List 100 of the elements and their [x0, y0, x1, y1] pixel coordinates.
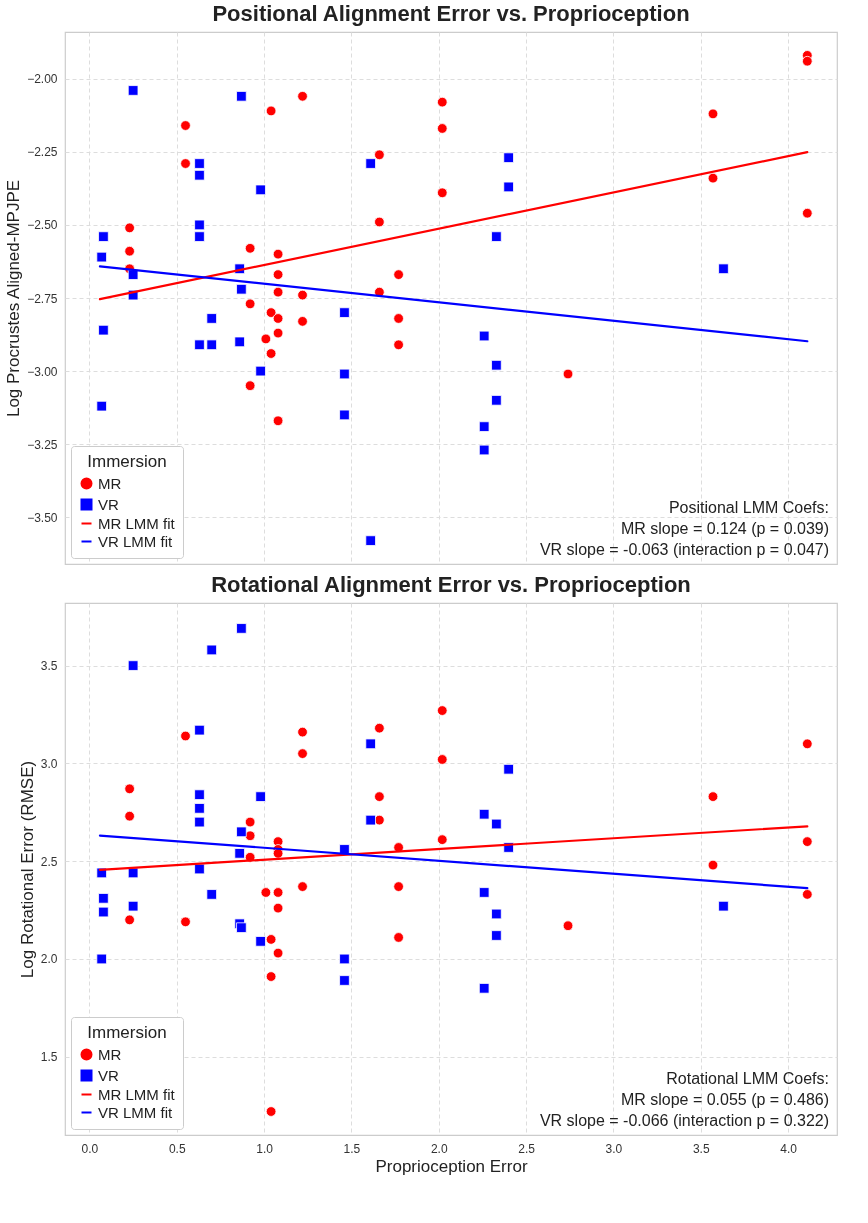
point — [491, 908, 502, 920]
point — [503, 181, 514, 193]
point — [374, 149, 385, 161]
point — [503, 763, 514, 775]
point — [98, 893, 109, 904]
point — [194, 169, 205, 181]
point — [206, 313, 217, 324]
point — [393, 269, 404, 280]
point — [297, 881, 308, 892]
point — [98, 231, 109, 242]
point — [802, 836, 813, 847]
point — [194, 724, 205, 736]
y-tick-label: −3.50 — [27, 510, 58, 525]
point — [393, 339, 404, 351]
point — [96, 251, 107, 263]
point — [339, 307, 350, 318]
y-tick-label: −3.00 — [27, 364, 58, 379]
point — [124, 783, 135, 795]
point — [393, 313, 404, 324]
point — [124, 810, 135, 822]
point — [491, 930, 502, 941]
point — [491, 231, 502, 242]
legend-label: MR LMM fit — [98, 1085, 176, 1103]
point — [194, 789, 205, 800]
point — [393, 881, 404, 892]
point — [478, 808, 490, 820]
point — [478, 421, 490, 432]
point — [206, 339, 217, 351]
point — [272, 947, 284, 959]
x-tick-label: 2.5 — [518, 1141, 536, 1156]
point — [272, 248, 284, 260]
point — [180, 730, 191, 742]
point — [180, 120, 191, 131]
point — [707, 108, 719, 120]
point — [260, 887, 272, 898]
point — [127, 660, 139, 671]
point — [236, 283, 247, 295]
point — [297, 91, 308, 102]
annotation: Rotational LMM Coefs: — [666, 1070, 829, 1087]
legend-label: MR — [98, 474, 122, 492]
point — [339, 409, 350, 421]
y-tick-label: −3.25 — [27, 437, 58, 452]
point — [491, 395, 502, 406]
legend-label: VR — [98, 495, 119, 513]
point — [98, 324, 109, 336]
point — [234, 848, 245, 859]
x-tick-label: 0.5 — [168, 1141, 186, 1156]
point — [272, 887, 284, 898]
point — [802, 207, 813, 219]
legend-title: Immersion — [87, 452, 167, 471]
point — [436, 96, 448, 108]
point — [255, 936, 266, 947]
x-tick-label: 3.5 — [692, 1141, 710, 1156]
point — [194, 339, 205, 351]
point — [272, 313, 284, 324]
annotation: Positional LMM Coefs: — [668, 499, 829, 516]
point — [718, 900, 729, 912]
point — [236, 623, 247, 634]
point — [236, 826, 247, 838]
point — [436, 705, 448, 716]
point — [194, 803, 205, 814]
annotation: MR slope = 0.055 (p = 0.486) — [620, 1091, 829, 1108]
point — [436, 754, 448, 765]
annotation: MR slope = 0.124 (p = 0.039) — [620, 520, 829, 537]
point — [236, 922, 247, 933]
point — [255, 184, 266, 196]
x-tick-label: 4.0 — [780, 1141, 798, 1156]
y-tick-label: 1.5 — [40, 1050, 58, 1065]
point — [707, 172, 719, 184]
point — [265, 1106, 277, 1117]
point — [297, 726, 308, 738]
point — [124, 245, 135, 257]
x-tick-label: 3.0 — [605, 1141, 623, 1156]
point — [802, 889, 813, 900]
point — [265, 971, 277, 982]
point — [339, 975, 350, 986]
legend-label: VR LMM fit — [98, 1103, 173, 1121]
y-tick-label: −2.25 — [27, 145, 58, 160]
chart-title: Rotational Alignment Error vs. Proprioception — [211, 572, 691, 597]
point — [365, 738, 376, 750]
point — [124, 914, 135, 926]
y-axis-title: Log Rotational Error (RMSE) — [17, 760, 37, 979]
point — [436, 834, 448, 845]
x-axis-title: Proprioception Error — [375, 1156, 528, 1176]
point — [374, 216, 385, 228]
point — [265, 105, 277, 117]
point — [244, 243, 256, 254]
point — [491, 818, 502, 830]
legend-label: VR LMM fit — [98, 532, 173, 550]
point — [478, 887, 490, 898]
point — [436, 123, 448, 134]
point — [194, 219, 205, 231]
x-tick-label: 1.0 — [256, 1141, 274, 1156]
point — [265, 348, 277, 359]
point — [562, 368, 574, 380]
y-tick-label: −2.50 — [27, 218, 58, 233]
annotation: VR slope = -0.066 (interaction p = 0.322) — [539, 1112, 829, 1129]
point — [180, 916, 191, 928]
annotation: VR slope = -0.063 (interaction p = 0.047) — [539, 541, 829, 558]
x-tick-label: 2.0 — [430, 1141, 448, 1156]
